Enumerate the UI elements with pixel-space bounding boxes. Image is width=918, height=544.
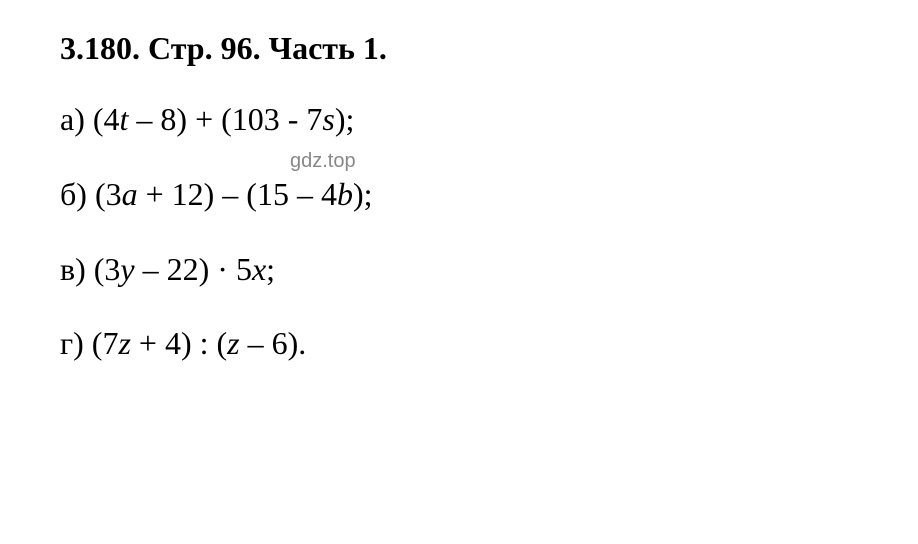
problem-g-label: г) — [60, 325, 92, 361]
problem-v-var2: x — [252, 251, 266, 287]
problem-b: б) (3a + 12) – (15 – 4b); — [60, 172, 858, 217]
problem-v-text3: ; — [266, 251, 275, 287]
problem-g-text1: (7 — [92, 325, 119, 361]
problem-b-label: б) — [60, 176, 95, 212]
page-label: Стр. 96. — [148, 30, 261, 66]
problem-heading: 3.180. Стр. 96. Часть 1. — [60, 30, 858, 67]
problem-b-text3: ); — [353, 176, 373, 212]
problem-g-text3: – 6). — [240, 325, 307, 361]
problem-a: а) (4t – 8) + (103 - 7s); — [60, 97, 858, 142]
problem-g-text2: + 4) : ( — [131, 325, 227, 361]
problem-v-text1: (3 — [94, 251, 121, 287]
problem-g: г) (7z + 4) : (z – 6). — [60, 321, 858, 366]
part-label: Часть 1. — [269, 30, 387, 66]
problem-a-text2: – 8) + (103 - 7 — [128, 101, 322, 137]
problem-g-var1: z — [118, 325, 130, 361]
watermark-text: gdz.top — [290, 150, 356, 173]
problem-v: в) (3y – 22) · 5x; — [60, 247, 858, 292]
problem-v-text2: – 22) · 5 — [135, 251, 252, 287]
problem-b-var1: a — [122, 176, 138, 212]
problem-v-label: в) — [60, 251, 94, 287]
problem-b-text2: + 12) – (15 – 4 — [138, 176, 337, 212]
problem-number: 3.180. — [60, 30, 140, 66]
problem-v-var1: y — [120, 251, 134, 287]
problem-a-label: а) — [60, 101, 93, 137]
problem-g-var2: z — [227, 325, 239, 361]
problem-b-var2: b — [337, 176, 353, 212]
problem-a-var2: s — [322, 101, 334, 137]
problem-b-text1: (3 — [95, 176, 122, 212]
problem-a-text1: (4 — [93, 101, 120, 137]
problem-a-text3: ); — [335, 101, 355, 137]
